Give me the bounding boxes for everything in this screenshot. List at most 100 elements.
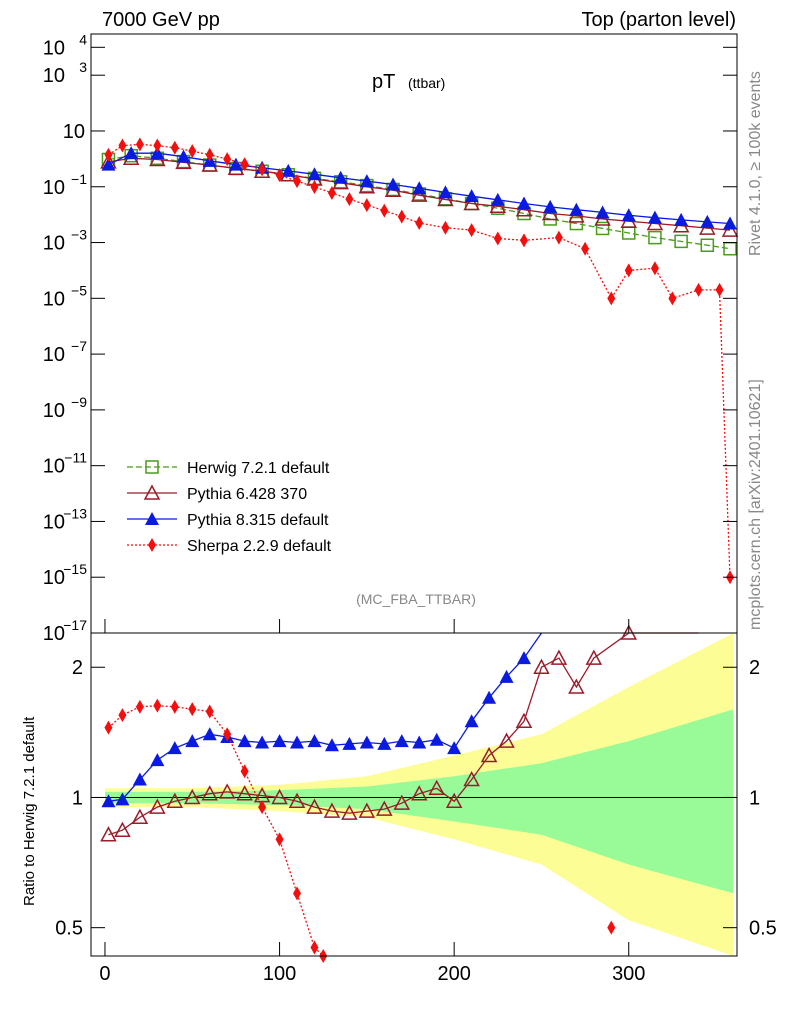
data-point-2-9	[333, 170, 348, 184]
ratio-point-2-10	[275, 832, 284, 847]
ratio-point-0-26	[550, 649, 568, 665]
data-point-2-12	[412, 181, 427, 195]
ratio-y-tick-label-right-2: 2	[749, 657, 760, 679]
ratio-y-tick-label-2: 2	[72, 657, 83, 679]
y-tick-exp-7: −9	[71, 394, 87, 410]
series-line-0	[108, 155, 731, 250]
y-tick-label-10: 10	[43, 567, 65, 589]
x-tick-label-0: 0	[99, 963, 110, 985]
y-tick-exp-1: 3	[79, 59, 87, 75]
ratio-point-2-0	[104, 720, 113, 735]
mcplots-label: mcplots.cern.ch [arXiv:2401.10621]	[747, 379, 764, 630]
ratio-point-1-21	[464, 714, 479, 728]
ratio-point-0-7	[218, 783, 236, 799]
data-point-3-30	[715, 282, 724, 297]
data-point-2-16	[516, 196, 531, 210]
y-tick-exp-5: −5	[71, 282, 87, 298]
data-point-2-13	[438, 185, 453, 199]
data-point-3-5	[188, 144, 197, 159]
chart-subtitle: (ttbar)	[408, 75, 445, 91]
y-tick-exp-4: −3	[71, 227, 87, 243]
ratio-line-2	[108, 705, 324, 957]
data-point-3-3	[153, 138, 162, 153]
ratio-point-0-11	[288, 792, 306, 809]
data-point-2-15	[490, 192, 505, 206]
ratio-point-1-15	[359, 735, 374, 749]
ratio-point-1-6	[202, 727, 217, 741]
y-tick-label-0: 10	[43, 37, 65, 59]
legend-marker-2	[145, 512, 159, 525]
data-point-3-27	[650, 261, 659, 276]
data-point-2-24	[723, 216, 738, 230]
ratio-point-2-9	[258, 800, 267, 815]
chart-title: pT	[372, 71, 395, 93]
ratio-point-0-19	[428, 779, 445, 796]
header-right: Top (parton level)	[581, 9, 736, 31]
data-point-3-22	[519, 233, 528, 248]
data-point-2-10	[359, 174, 374, 188]
ratio-point-1-9	[255, 735, 270, 749]
data-point-2-2	[150, 146, 165, 160]
data-point-2-17	[543, 199, 558, 213]
legend: Herwig 7.2.1 default Pythia 6.428 370 Pyth…	[127, 460, 332, 555]
ratio-y-tick-label-right-0: 0.5	[749, 918, 777, 940]
rivet-label: Rivet 4.1.0, ≥ 100k events	[747, 71, 764, 256]
legend-marker-1	[143, 484, 161, 500]
header-left: 7000 GeV pp	[102, 9, 220, 31]
y-tick-label-1: 10	[43, 65, 65, 87]
data-point-3-11	[293, 174, 302, 189]
data-point-3-28	[668, 291, 677, 306]
data-point-3-0	[104, 147, 113, 162]
ratio-point-2-7	[223, 727, 232, 742]
data-point-3-29	[694, 282, 703, 297]
y-tick-label-5: 10	[43, 288, 65, 310]
data-point-3-18	[415, 216, 424, 231]
data-point-2-0	[101, 157, 116, 171]
ratio-point-0-1	[114, 821, 131, 837]
data-point-3-15	[362, 198, 371, 213]
ratio-point-0-23	[498, 732, 515, 748]
y-tick-label-11: 10	[43, 623, 65, 645]
ratio-point-1-10	[272, 734, 287, 748]
ratio-y-tick-label-1: 1	[72, 787, 83, 809]
ratio-point-1-18	[412, 735, 427, 749]
ratio-point-0-20	[445, 792, 463, 809]
data-point-2-23	[700, 214, 715, 228]
ratio-point-0-14	[341, 804, 358, 820]
y-tick-label-3: 10	[43, 177, 65, 199]
ratio-point-0-5	[184, 788, 201, 805]
ratio-point-1-13	[324, 738, 339, 752]
ratio-point-0-24	[515, 712, 533, 729]
data-point-3-14	[345, 192, 354, 207]
data-point-3-7	[223, 152, 232, 167]
ratio-point-0-25	[533, 658, 550, 674]
y-tick-exp-6: −7	[71, 338, 87, 354]
data-point-2-18	[569, 202, 584, 216]
data-point-0-19	[595, 221, 610, 236]
y-tick-label-9: 10	[43, 511, 65, 533]
ratio-point-1-19	[429, 732, 444, 746]
ratio-point-1-4	[167, 741, 182, 755]
data-point-3-10	[275, 168, 284, 183]
ratio-point-2-14	[607, 920, 616, 935]
ratio-point-1-1	[115, 792, 130, 806]
data-point-3-20	[467, 223, 476, 238]
y-tick-exp-3: −1	[71, 171, 87, 187]
ratio-point-1-23	[499, 669, 514, 683]
data-point-3-16	[380, 203, 389, 218]
data-point-2-21	[647, 210, 662, 224]
ratio-y-tick-label-right-1: 1	[749, 787, 760, 809]
data-point-2-11	[386, 177, 401, 191]
y-tick-exp-0: 4	[79, 31, 87, 47]
ratio-band-inner	[105, 709, 734, 894]
ratio-frame	[90, 632, 738, 957]
legend-label-3: Sherpa 2.2.9 default	[187, 538, 332, 555]
ratio-point-1-20	[447, 741, 462, 755]
y-tick-label-2: 10	[63, 121, 85, 143]
y-tick-exp-10: −15	[63, 561, 87, 577]
ratio-point-0-18	[410, 785, 428, 801]
data-point-3-19	[441, 220, 450, 235]
ratio-point-1-0	[101, 794, 116, 808]
ratio-point-2-12	[310, 940, 319, 955]
ratio-point-1-5	[185, 734, 200, 748]
